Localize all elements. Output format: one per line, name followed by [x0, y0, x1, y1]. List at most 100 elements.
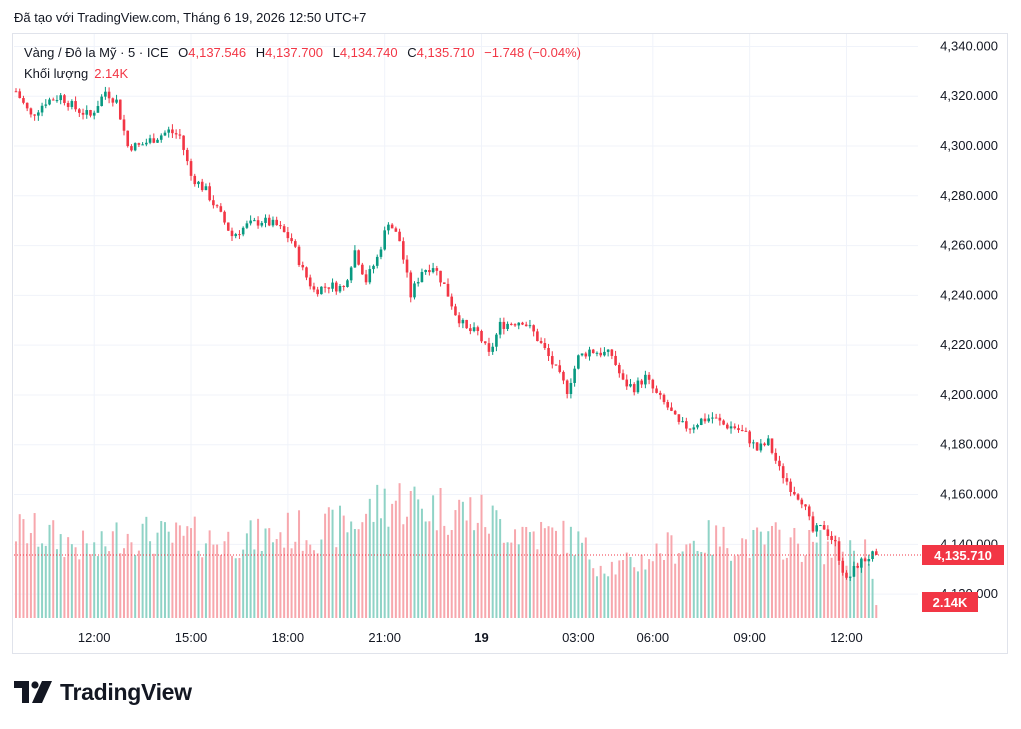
volume-bar: [424, 521, 427, 618]
volume-bar: [551, 527, 554, 618]
volume-bar: [152, 553, 155, 618]
candle-body: [130, 146, 133, 151]
volume-bar: [257, 518, 260, 618]
candle-body: [297, 246, 301, 266]
volume-bar: [517, 544, 520, 618]
volume-bar: [324, 513, 327, 618]
volume-bar: [402, 524, 405, 618]
volume-bar: [715, 525, 718, 618]
volume-bar: [134, 554, 137, 618]
volume-bar: [651, 561, 654, 618]
candle-body: [800, 499, 804, 505]
volume-bar: [149, 541, 152, 618]
created-with-text: Đã tạo với TradingView.com, Tháng 6 19, …: [14, 10, 367, 25]
candle-body: [122, 119, 126, 131]
candle-body: [342, 285, 346, 287]
price-tick-label: 4,180.000: [940, 437, 998, 452]
volume-bar: [502, 542, 505, 618]
volume-bar: [670, 535, 673, 618]
volume-bar: [808, 530, 811, 618]
volume-bar: [126, 533, 129, 618]
volume-bar: [569, 526, 572, 618]
time-tick-label: 03:00: [562, 630, 595, 645]
volume-bar: [622, 560, 625, 618]
volume-bar: [730, 560, 733, 618]
volume-bar: [279, 532, 282, 618]
last-volume-label: 2.14K: [933, 595, 968, 610]
volume-bar: [238, 557, 241, 618]
volume-bar: [756, 527, 759, 618]
candle-body: [267, 217, 271, 226]
volume-bar: [216, 544, 219, 618]
volume-bar: [640, 554, 643, 618]
tradingview-logo[interactable]: TradingView: [14, 677, 192, 707]
volume-bar: [547, 526, 550, 618]
candle-body: [644, 374, 647, 385]
volume-bar: [867, 563, 870, 618]
volume-bar: [223, 541, 226, 618]
volume-bar: [577, 531, 580, 618]
volume-bar: [860, 559, 863, 618]
volume-bar: [767, 531, 770, 618]
candle-body: [44, 104, 48, 106]
candle-body: [532, 325, 535, 332]
volume-bar: [752, 529, 755, 618]
candle-body: [461, 319, 465, 324]
time-tick-label: 19: [474, 630, 488, 645]
candle-body: [498, 321, 502, 335]
candle-body: [394, 228, 398, 232]
candle-body: [603, 351, 606, 356]
volume-bar: [231, 555, 233, 618]
candle-body: [696, 424, 699, 428]
candle-body: [766, 438, 770, 446]
volume-bar: [696, 550, 699, 618]
time-tick-label: 21:00: [368, 630, 401, 645]
volume-bar: [852, 550, 855, 618]
volume-bar: [268, 528, 271, 618]
price-tick-label: 4,320.000: [940, 88, 998, 103]
volume-bar: [454, 510, 457, 618]
candle-body: [524, 324, 528, 327]
candle-body: [874, 551, 878, 555]
volume-bar: [834, 535, 837, 618]
candle-body: [271, 219, 275, 226]
candle-body: [863, 558, 867, 562]
symbol-label[interactable]: Vàng / Đô la Mỹ · 5 · ICE: [24, 45, 169, 60]
candle-body: [152, 138, 156, 143]
candle-body: [279, 225, 282, 227]
candle-body: [338, 285, 342, 292]
volume-bar: [204, 543, 207, 618]
volume-bar: [666, 532, 669, 618]
grid-lines: [14, 34, 918, 619]
volume-bar: [726, 548, 729, 618]
volume-bar: [819, 530, 822, 618]
volume-bar: [566, 552, 569, 618]
candle-body: [834, 540, 837, 542]
candle-body: [819, 525, 822, 527]
volume-label[interactable]: Khối lượng: [24, 66, 89, 81]
price-tick-label: 4,260.000: [940, 238, 998, 253]
time-axis: 12:00 15:00 18:00 21:00 19 03:00 06:00 09:00 12:…: [78, 630, 863, 645]
candle-body: [763, 443, 766, 446]
candle-body: [662, 394, 666, 403]
candle-body: [580, 353, 584, 356]
candle-body: [431, 268, 435, 273]
candle-body: [759, 443, 763, 451]
volume-bar: [242, 549, 245, 618]
volume-bar: [432, 495, 435, 618]
candle-body: [573, 368, 576, 383]
candle-body: [625, 379, 629, 387]
candle-body: [811, 516, 815, 532]
volume-bar: [875, 605, 878, 618]
volume-bar: [685, 544, 688, 618]
volume-bar: [160, 521, 163, 618]
volume-bar: [793, 527, 796, 618]
volume-bar: [420, 508, 423, 618]
candle-body: [744, 430, 748, 432]
candle-body: [629, 384, 632, 387]
time-tick-label: 15:00: [175, 630, 208, 645]
volume-bar: [227, 531, 230, 618]
candle-body: [807, 506, 811, 517]
candle-body: [383, 230, 386, 250]
